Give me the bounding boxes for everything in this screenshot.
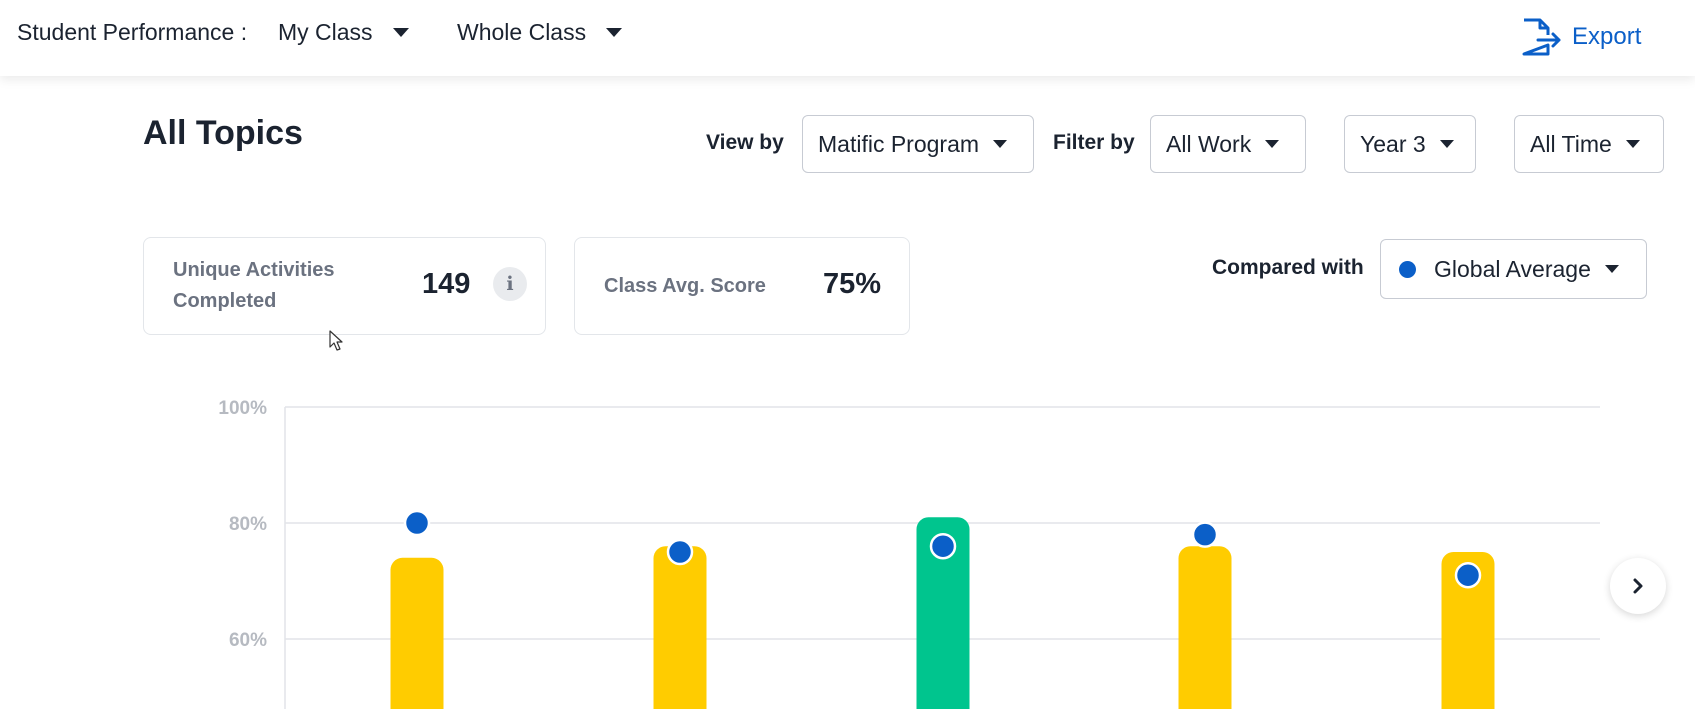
chevron-down-icon [606, 28, 623, 37]
unique-activities-label: Unique Activities Completed [173, 259, 335, 312]
comparison-dropdown[interactable]: Global Average [1380, 239, 1647, 299]
chevron-down-icon [1265, 140, 1280, 148]
view-by-value: Matific Program [818, 130, 980, 157]
chevron-down-icon [1604, 265, 1619, 273]
bar[interactable] [1441, 552, 1495, 709]
mouse-cursor-icon [329, 330, 343, 351]
class-selector-value: My Class [278, 19, 373, 45]
compared-with-label: Compared with [1212, 256, 1364, 279]
unique-activities-value: 149 [422, 268, 471, 300]
performance-chart: 100% 80% 60% [218, 398, 1600, 709]
content-area [0, 76, 1695, 709]
comparison-point[interactable] [1454, 561, 1482, 589]
view-by-dropdown[interactable]: Matific Program [802, 115, 1034, 173]
y-tick-label: 100% [218, 398, 267, 419]
class-avg-value: 75% [823, 268, 882, 300]
unique-activities-card: Unique Activities Completed 149 i [143, 237, 546, 335]
class-avg-label: Class Avg. Score [604, 275, 766, 297]
y-tick-label: 80% [229, 514, 267, 535]
export-label: Export [1572, 23, 1642, 50]
filter-by-label: Filter by [1053, 131, 1135, 154]
group-selector-value: Whole Class [457, 19, 587, 45]
page-title: All Topics [143, 114, 303, 152]
chevron-down-icon [1625, 140, 1640, 148]
work-filter-value: All Work [1166, 130, 1252, 157]
time-filter-dropdown[interactable]: All Time [1514, 115, 1664, 173]
comparison-point[interactable] [1191, 521, 1219, 548]
export-button[interactable]: Export [1520, 17, 1641, 57]
view-by-label: View by [706, 131, 784, 154]
student-performance-label: Student Performance : [17, 19, 248, 45]
comparison-value: Global Average [1434, 255, 1591, 282]
comparison-dot-icon [1399, 260, 1416, 278]
class-avg-card: Class Avg. Score 75% [574, 237, 910, 335]
bar[interactable] [390, 557, 444, 709]
time-filter-value: All Time [1530, 130, 1612, 157]
comparison-point[interactable] [929, 532, 957, 560]
chevron-down-icon [1439, 140, 1454, 148]
bar[interactable] [916, 517, 970, 709]
chevron-down-icon [993, 140, 1008, 148]
work-filter-dropdown[interactable]: All Work [1150, 115, 1306, 173]
top-bar: Student Performance : My Class Whole Cla… [0, 0, 1695, 76]
next-page-button[interactable] [1610, 558, 1666, 614]
bar[interactable] [1178, 546, 1232, 709]
chevron-right-icon [1633, 578, 1643, 594]
info-icon[interactable]: i [493, 267, 527, 301]
export-file-icon [1522, 18, 1561, 56]
class-selector[interactable]: My Class [278, 19, 409, 46]
y-tick-label: 60% [229, 630, 267, 651]
comparison-point[interactable] [666, 538, 694, 566]
year-filter-dropdown[interactable]: Year 3 [1344, 115, 1476, 173]
chevron-down-icon [392, 28, 409, 37]
year-filter-value: Year 3 [1360, 130, 1426, 157]
bar[interactable] [653, 546, 707, 709]
group-selector[interactable]: Whole Class [457, 19, 623, 46]
comparison-point[interactable] [403, 509, 431, 537]
